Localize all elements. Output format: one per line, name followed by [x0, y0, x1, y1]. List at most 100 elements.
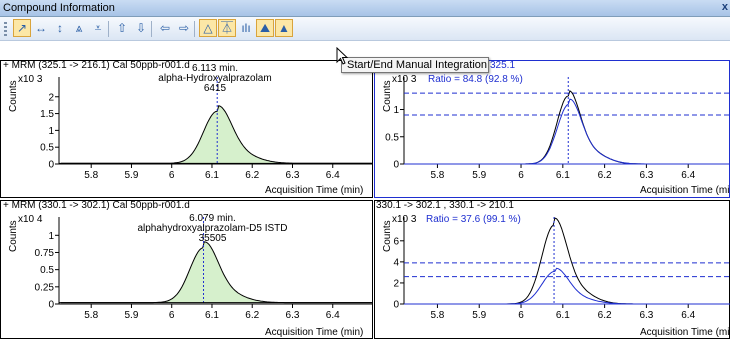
x-tick-label: 6.4: [681, 170, 695, 181]
manual-integration-icon[interactable]: ▲: [275, 19, 293, 37]
peak-annotation: 6.079 min. alphahydroxyalprazolam-D5 IST…: [120, 214, 305, 244]
chromatogram-plot[interactable]: 5.8 5.9 6 6.1 6.2 6.3 6.4 1 0.75 0.5 0.25 0: [0, 200, 373, 339]
y-tick-label: 0: [48, 300, 54, 311]
x-tick-label: 6.2: [245, 170, 259, 181]
x-axis-label: Acquisition Time (min): [265, 185, 364, 196]
x-tick-label: 6.3: [286, 310, 300, 321]
y-axis-label: Counts: [382, 80, 393, 112]
pane-title: 325.1: [490, 60, 516, 71]
istd-qualifier-trace: [406, 267, 729, 305]
chromatogram-plot[interactable]: 5.8 5.9 6 6.1 6.2 6.3 6.4 2 1.5 1 0.5 0: [0, 60, 373, 198]
panel-title-bar: Compound Information x: [0, 0, 730, 17]
x-tick-label: 6.3: [639, 170, 653, 181]
spectrum-icon[interactable]: ılı: [241, 21, 251, 35]
istd-trace: [406, 217, 729, 305]
chromatogram-pane-istd-ratio[interactable]: 5.8 5.9 6 6.1 6.2 6.3 6.4 6 4 2 0 330.1 -> 302.1 ,…: [374, 200, 730, 339]
x-tick-label: 6.4: [326, 170, 340, 181]
x-tick-label: 6: [169, 170, 175, 181]
close-icon[interactable]: x: [721, 1, 728, 13]
x-tick-label: 5.8: [84, 310, 98, 321]
qualifier-trace: [406, 98, 729, 165]
x-tick-label: 5.8: [430, 310, 444, 321]
peak-area: 6415: [203, 83, 227, 94]
retention-time: 6.079 min.: [189, 213, 236, 224]
x-tick-label: 5.9: [472, 170, 486, 181]
qualifier-plot[interactable]: 5.8 5.9 6 6.1 6.2 6.3 6.4 1 0.5 0: [374, 60, 730, 198]
x-tick-label: 6: [169, 310, 175, 321]
chromatogram-pane-qualifier-ratio[interactable]: 5.8 5.9 6 6.1 6.2 6.3 6.4 1 0.5 0 325.1 x10 3 Rat…: [374, 60, 730, 198]
x-tick-label: 6.1: [205, 170, 219, 181]
cursor-arrow-icon[interactable]: ↗: [13, 19, 31, 37]
y-tick-label: 1: [393, 105, 399, 116]
retention-time: 6.113 min.: [192, 63, 238, 74]
y-tick-label: 2: [393, 278, 399, 289]
tooltip: Start/End Manual Integration: [341, 57, 489, 73]
x-tick-label: 6: [518, 310, 524, 321]
pane-title: 330.1 -> 302.1 , 330.1 -> 210.1: [376, 200, 514, 211]
y-tick-label: 6: [393, 236, 399, 247]
y-multiplier: x10 3: [18, 74, 43, 85]
x-tick-label: 5.9: [125, 310, 139, 321]
y-tick-label: 0.5: [40, 143, 54, 154]
scale-down-icon[interactable]: ⇩: [135, 21, 147, 35]
x-tick-label: 6.1: [556, 310, 570, 321]
baseline-icon[interactable]: ⩡: [94, 21, 102, 35]
peak-zoom-icon[interactable]: ⩓: [75, 21, 83, 35]
y-multiplier: x10 3: [392, 214, 417, 225]
y-multiplier: x10 4: [18, 214, 43, 225]
chromatogram-pane-istd[interactable]: 5.8 5.9 6 6.1 6.2 6.3 6.4 1 0.75 0.5 0.25 0 + MRM (…: [0, 200, 373, 339]
peak-area: 35505: [198, 233, 227, 244]
x-tick-label: 6.3: [286, 170, 300, 181]
x-tick-label: 6.1: [205, 310, 219, 321]
y-axis-label: Counts: [8, 220, 19, 252]
vertical-zoom-icon[interactable]: ↕: [57, 21, 63, 35]
y-tick-label: 0.25: [35, 282, 55, 293]
toolbar-separator: [108, 21, 109, 37]
previous-icon[interactable]: ⇦: [159, 21, 171, 35]
x-tick-label: 5.8: [84, 170, 98, 181]
y-axis-label: Counts: [382, 220, 393, 252]
x-tick-label: 5.8: [430, 170, 444, 181]
mouse-cursor-icon: [336, 47, 349, 65]
pane-title: + MRM (325.1 -> 216.1) Cal 50ppb-r001.d: [3, 60, 190, 71]
x-tick-label: 6.2: [598, 170, 612, 181]
toolbar-separator: [194, 21, 195, 37]
y-tick-label: 0: [393, 300, 399, 311]
x-tick-label: 5.9: [125, 170, 139, 181]
x-tick-label: 6.1: [556, 170, 570, 181]
y-tick-label: 1: [48, 231, 54, 242]
pane-title: + MRM (330.1 -> 302.1) Cal 50ppb-r001.d: [3, 200, 190, 211]
y-tick-label: 0: [48, 160, 54, 171]
compound-name: alpha-Hydroxyalprazolam: [158, 73, 272, 84]
y-tick-label: 1.5: [40, 109, 54, 120]
next-icon[interactable]: ⇨: [178, 21, 190, 35]
panel-title: Compound Information: [3, 2, 115, 14]
peak-fill-icon[interactable]: △: [199, 19, 217, 37]
x-axis-label: Acquisition Time (min: [640, 327, 730, 338]
quantifier-trace: [406, 89, 729, 165]
toolbar: ↗ ↔ ↕ ⩓ ⩡ ⇧ ⇩ ⇦ ⇨ △ ⏄ ılı ⛰ ▲: [0, 17, 730, 41]
chromatogram-pane-quantifier[interactable]: 5.8 5.9 6 6.1 6.2 6.3 6.4 2 1.5 1 0.5 0 + MRM (325.…: [0, 60, 373, 198]
toolbar-separator: [151, 21, 152, 37]
y-tick-label: 0.5: [40, 265, 54, 276]
overlay-icon[interactable]: ⛰: [256, 19, 274, 37]
integration-icon[interactable]: ⏄: [218, 19, 236, 37]
y-tick-label: 2: [48, 92, 54, 103]
y-tick-label: 0.5: [385, 132, 399, 143]
y-tick-label: 0: [393, 160, 399, 171]
scale-up-icon[interactable]: ⇧: [116, 21, 128, 35]
integrated-peak-area: [159, 241, 264, 303]
x-tick-label: 5.9: [472, 310, 486, 321]
peak-annotation: 6.113 min. alpha-Hydroxyalprazolam 6415: [140, 64, 290, 94]
integrated-peak-area: [173, 105, 278, 164]
x-tick-label: 6.2: [598, 310, 612, 321]
x-axis-label: Acquisition Time (min): [265, 327, 364, 338]
horizontal-zoom-icon[interactable]: ↔: [35, 21, 47, 35]
x-tick-label: 6: [518, 170, 524, 181]
x-tick-label: 6.4: [326, 310, 340, 321]
x-tick-label: 6.4: [681, 310, 695, 321]
x-tick-label: 6.2: [245, 310, 259, 321]
x-axis-label: Acquisition Time (min: [640, 185, 730, 196]
x-tick-label: 6.3: [639, 310, 653, 321]
toolbar-grip-icon[interactable]: [4, 22, 7, 36]
